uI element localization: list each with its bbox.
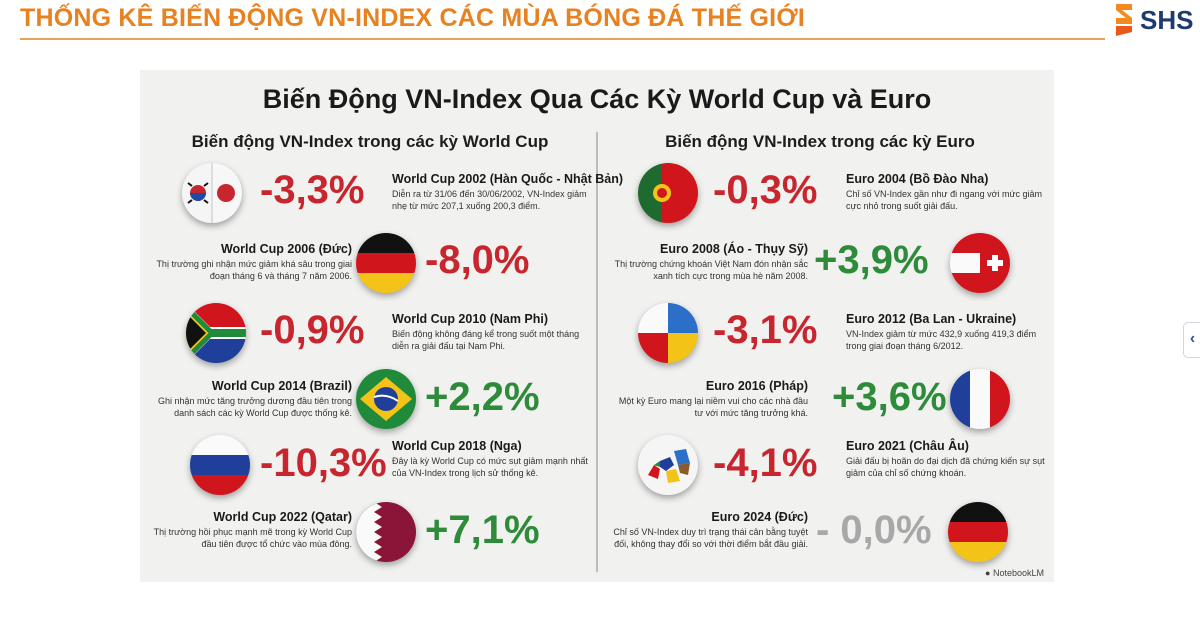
austria-switzerland-flag-icon <box>950 233 1010 293</box>
notebooklm-icon: ● <box>985 568 991 578</box>
event-description: World Cup 2010 (Nam Phi) Biến động không… <box>392 312 592 352</box>
event-title: World Cup 2002 (Hàn Quốc - Nhật Bản) <box>392 172 624 186</box>
event-description: Euro 2004 (Bồ Đào Nha) Chỉ số VN-Index g… <box>846 172 1046 212</box>
world-cup-2014-row: World Cup 2014 (Brazil) Ghi nhận mức tăn… <box>150 365 590 431</box>
change-value: - 0,0% <box>816 508 932 552</box>
change-value: +3,6% <box>832 375 947 419</box>
brazil-flag-icon <box>356 369 416 429</box>
euro-2008-row: Euro 2008 (Áo - Thụy Sỹ) Thị trường chứn… <box>608 230 1048 296</box>
event-description: Euro 2021 (Châu Âu) Giải đấu bị hoãn do … <box>846 439 1046 479</box>
event-description: Euro 2008 (Áo - Thụy Sỹ) Thị trường chứn… <box>608 242 808 282</box>
watermark-text: NotebookLM <box>992 568 1044 578</box>
event-text: Ghi nhận mức tăng trưởng dương đầu tiên … <box>158 396 352 418</box>
korea-japan-flag-icon <box>182 163 242 223</box>
russia-flag-icon <box>190 435 250 495</box>
world-cup-heading: Biến động VN-Index trong các kỳ World Cu… <box>191 132 549 151</box>
qatar-flag-icon <box>356 502 416 562</box>
germany-flag-icon <box>356 233 416 293</box>
event-description: Euro 2012 (Ba Lan - Ukraine) VN-Index gi… <box>846 312 1046 352</box>
change-value: +7,1% <box>425 508 540 552</box>
slide-title: THỐNG KÊ BIẾN ĐỘNG VN-INDEX CÁC MÙA BÓNG… <box>20 4 805 32</box>
event-title: Euro 2008 (Áo - Thụy Sỹ) <box>660 242 808 256</box>
infographic-title: Biến Động VN-Index Qua Các Kỳ World Cup … <box>262 84 932 114</box>
france-flag-icon <box>950 369 1010 429</box>
shs-logo: SHS <box>1112 2 1194 38</box>
event-text: Chỉ số VN-Index gần như đi ngang với mức… <box>846 189 1043 211</box>
event-text: Đây là kỳ World Cup có mức sụt giảm mạnh… <box>392 456 588 478</box>
change-value: -3,3% <box>260 168 365 212</box>
change-value: +2,2% <box>425 375 540 419</box>
event-text: Thị trường chứng khoán Việt Nam đón nhận… <box>614 259 808 281</box>
euro-2016-row: Euro 2016 (Pháp) Một kỳ Euro mang lại ni… <box>608 365 1048 431</box>
euro-heading: Biến động VN-Index trong các kỳ Euro <box>665 132 975 151</box>
event-text: Thị trường hồi phục mạnh mẽ trong kỳ Wor… <box>153 527 352 549</box>
chevron-left-icon: ‹ <box>1189 330 1196 347</box>
change-value: -0,3% <box>713 168 818 212</box>
event-description: World Cup 2022 (Qatar) Thị trường hồi ph… <box>152 510 352 550</box>
change-value: -3,1% <box>713 308 818 352</box>
change-value: -10,3% <box>260 441 387 485</box>
logo-text: SHS <box>1140 5 1194 35</box>
event-description: World Cup 2002 (Hàn Quốc - Nhật Bản) Diễ… <box>392 172 624 212</box>
euro-2012-row: -3,1% Euro 2012 (Ba Lan - Ukraine) VN-In… <box>608 300 1048 366</box>
change-value: +3,9% <box>814 238 929 282</box>
event-text: Một kỳ Euro mang lại niềm vui cho các nh… <box>618 396 808 418</box>
germany-flag-icon <box>948 502 1008 562</box>
infographic: Biến Động VN-Index Qua Các Kỳ World Cup … <box>140 70 1054 582</box>
event-text: Giải đấu bị hoãn do đại dịch đã chứng ki… <box>846 456 1045 478</box>
event-text: Chỉ số VN-Index duy trì trạng thái cân b… <box>613 527 808 549</box>
event-title: Euro 2024 (Đức) <box>711 510 808 524</box>
event-text: Thị trường ghi nhận mức giảm khá sâu tro… <box>156 259 352 281</box>
event-title: Euro 2004 (Bồ Đào Nha) <box>846 172 989 186</box>
world-cup-2010-row: -0,9% World Cup 2010 (Nam Phi) Biến động… <box>150 300 590 366</box>
event-title: Euro 2012 (Ba Lan - Ukraine) <box>846 312 1017 326</box>
event-title: World Cup 2022 (Qatar) <box>213 510 352 524</box>
euro-2004-row: -0,3% Euro 2004 (Bồ Đào Nha) Chỉ số VN-I… <box>608 160 1048 226</box>
world-cup-2018-row: -10,3% World Cup 2018 (Nga) Đây là kỳ Wo… <box>150 433 590 499</box>
euro-column: -0,3% Euro 2004 (Bồ Đào Nha) Chỉ số VN-I… <box>608 160 1048 572</box>
world-cup-2006-row: World Cup 2006 (Đức) Thị trường ghi nhận… <box>150 230 590 296</box>
event-description: World Cup 2006 (Đức) Thị trường ghi nhận… <box>152 242 352 282</box>
event-title: World Cup 2014 (Brazil) <box>211 379 352 393</box>
event-title: Euro 2016 (Pháp) <box>705 379 808 393</box>
poland-ukraine-flag-icon <box>638 303 698 363</box>
event-title: Euro 2021 (Châu Âu) <box>846 439 969 453</box>
world-cup-2002-row: -3,3% World Cup 2002 (Hàn Quốc - Nhật Bả… <box>150 160 624 226</box>
event-text: Diễn ra từ 31/06 đến 30/06/2002, VN-Inde… <box>392 189 587 211</box>
world-cup-column: -3,3% World Cup 2002 (Hàn Quốc - Nhật Bả… <box>150 160 624 572</box>
event-description: World Cup 2014 (Brazil) Ghi nhận mức tăn… <box>152 379 352 419</box>
change-value: -8,0% <box>425 238 530 282</box>
title-divider <box>20 38 1105 40</box>
event-description: Euro 2024 (Đức) Chỉ số VN-Index duy trì … <box>608 510 808 550</box>
south-africa-flag-icon <box>186 303 246 363</box>
europe-map-icon <box>638 435 698 495</box>
event-text: Biến động không đáng kể trong suốt một t… <box>392 329 580 351</box>
event-text: VN-Index giảm từ mức 432,9 xuống 419,3 đ… <box>846 329 1037 351</box>
side-panel-toggle[interactable]: ‹ <box>1183 322 1200 358</box>
change-value: -4,1% <box>713 441 818 485</box>
event-title: World Cup 2010 (Nam Phi) <box>392 312 549 326</box>
change-value: -0,9% <box>260 308 365 352</box>
event-description: World Cup 2018 (Nga) Đây là kỳ World Cup… <box>392 439 592 479</box>
event-title: World Cup 2018 (Nga) <box>392 439 522 453</box>
euro-2024-row: Euro 2024 (Đức) Chỉ số VN-Index duy trì … <box>608 500 1048 566</box>
euro-2021-row: -4,1% Euro 2021 (Châu Âu) Giải đấu bị ho… <box>608 433 1048 499</box>
world-cup-2022-row: World Cup 2022 (Qatar) Thị trường hồi ph… <box>150 500 590 566</box>
shs-logo-mark-icon <box>1116 4 1132 36</box>
event-description: Euro 2016 (Pháp) Một kỳ Euro mang lại ni… <box>608 379 808 419</box>
notebooklm-watermark: ● NotebookLM <box>985 568 1044 578</box>
column-divider <box>596 132 598 572</box>
event-title: World Cup 2006 (Đức) <box>220 242 352 256</box>
portugal-flag-icon <box>638 163 698 223</box>
